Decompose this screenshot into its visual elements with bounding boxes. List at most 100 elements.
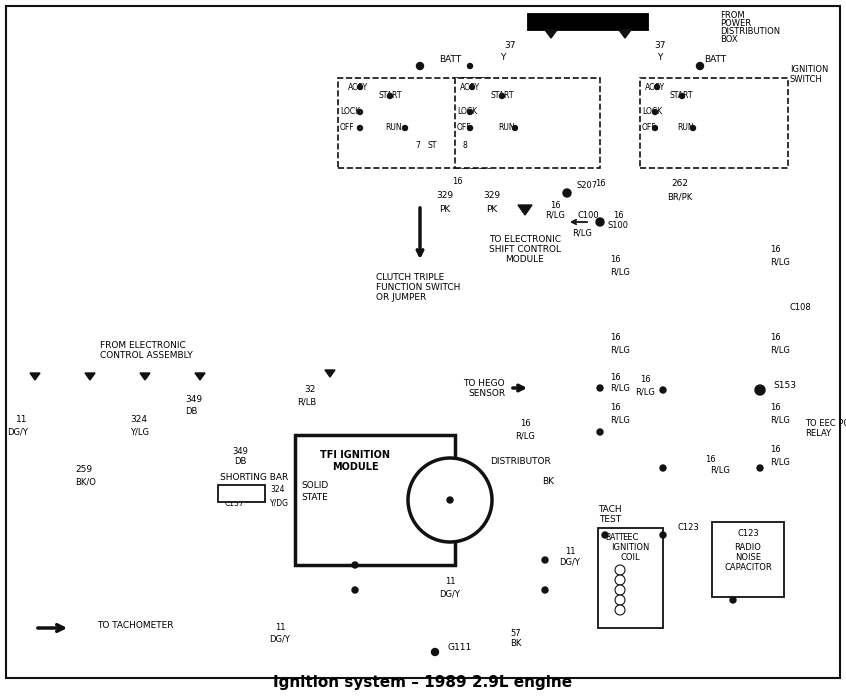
Circle shape [597,429,603,435]
Polygon shape [545,30,557,38]
Text: R/LG: R/LG [572,228,592,237]
Circle shape [660,532,666,538]
Text: ST: ST [427,141,437,150]
Circle shape [468,63,473,68]
Text: BATT: BATT [605,534,624,542]
Text: BATT: BATT [704,54,726,63]
Text: MODULE: MODULE [332,462,378,472]
Text: R/LG: R/LG [610,383,630,393]
Text: 11: 11 [445,578,455,587]
Text: 16: 16 [640,376,651,384]
Text: SHIFT CONTROL: SHIFT CONTROL [489,246,561,255]
Bar [712,522,784,597]
Text: 16: 16 [770,333,781,342]
Text: R/LG: R/LG [710,466,730,475]
Text: Ignition system – 1989 2.9L engine: Ignition system – 1989 2.9L engine [273,676,573,690]
Circle shape [652,109,657,115]
Circle shape [730,597,736,603]
Text: C123: C123 [737,530,759,539]
Text: TACH: TACH [598,505,622,514]
Text: 16: 16 [613,210,624,219]
Circle shape [447,497,453,503]
Text: Y: Y [657,54,662,63]
Text: PK: PK [486,205,497,214]
Text: LOCK: LOCK [457,107,477,116]
Text: BK: BK [542,477,554,487]
Text: R/LG: R/LG [770,258,790,267]
Circle shape [468,109,473,115]
Polygon shape [619,30,631,38]
Text: RADIO: RADIO [734,544,761,553]
Text: BK/O: BK/O [75,477,96,487]
Text: 349: 349 [185,395,202,404]
Text: RUN: RUN [385,123,402,132]
Text: START: START [670,91,694,100]
Text: DG/Y: DG/Y [270,635,290,644]
Polygon shape [30,373,40,380]
Text: LOCK: LOCK [340,107,360,116]
Text: SOLID: SOLID [301,480,328,489]
Text: START: START [378,91,402,100]
Text: LOCK: LOCK [642,107,662,116]
Circle shape [358,109,362,115]
Circle shape [596,218,604,226]
Text: FUNCTION SWITCH: FUNCTION SWITCH [376,283,460,292]
Text: COIL: COIL [620,553,640,562]
Circle shape [499,93,504,99]
Text: SENSOR: SENSOR [468,388,505,397]
Circle shape [408,458,492,542]
Text: 37: 37 [504,40,516,49]
Text: 16: 16 [610,333,621,342]
Text: PK: PK [439,205,451,214]
Text: G111: G111 [447,644,471,653]
Bar [218,485,265,502]
Text: R/LG: R/LG [545,210,565,219]
Text: RUN: RUN [498,123,514,132]
Circle shape [468,125,473,131]
Circle shape [755,385,765,395]
Text: R/LG: R/LG [770,416,790,425]
Circle shape [697,63,702,68]
Bar [338,78,490,168]
Bar [528,14,648,30]
Text: 16: 16 [519,420,530,429]
Circle shape [431,649,438,656]
Polygon shape [140,373,150,380]
Text: 16: 16 [770,246,781,255]
Text: SHORTING BAR: SHORTING BAR [220,473,288,482]
Text: R/LG: R/LG [610,267,630,276]
Text: 324: 324 [130,416,147,425]
Circle shape [358,84,362,90]
Circle shape [679,93,684,99]
Circle shape [655,84,660,90]
Circle shape [597,385,603,391]
Text: POWER: POWER [720,19,751,29]
Text: 11: 11 [16,416,28,425]
Text: R/LG: R/LG [610,345,630,354]
Circle shape [696,63,704,70]
Text: NOISE: NOISE [735,553,761,562]
Circle shape [513,125,518,131]
Text: CLUTCH TRIPLE: CLUTCH TRIPLE [376,273,444,281]
Text: Y/LG: Y/LG [130,427,149,436]
Text: STATE: STATE [302,493,328,502]
Circle shape [352,562,358,568]
Text: 262: 262 [672,180,689,189]
Text: ACCY: ACCY [460,83,481,91]
Text: 11: 11 [275,622,285,631]
Text: START: START [490,91,514,100]
Text: RELAY: RELAY [805,429,831,438]
Text: 16: 16 [610,404,621,413]
Bar [640,78,788,168]
Circle shape [403,125,408,131]
Text: R/LG: R/LG [610,416,630,425]
Text: TEST: TEST [599,516,621,525]
Text: S153: S153 [773,381,796,390]
Circle shape [563,189,571,197]
Text: 57: 57 [511,628,521,638]
Text: 16: 16 [705,455,716,464]
Text: IGNITION: IGNITION [611,544,649,553]
Text: C137: C137 [225,498,244,507]
Circle shape [542,587,548,593]
Text: Y/DG: Y/DG [270,498,289,507]
